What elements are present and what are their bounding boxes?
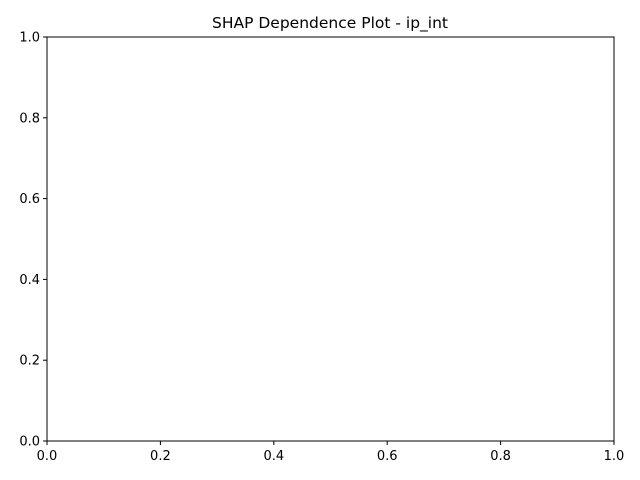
y-axis: 0.0 0.2 0.4 0.6 0.8 1.0 — [19, 31, 47, 450]
x-tick-label: 0.2 — [150, 449, 171, 464]
chart-title: SHAP Dependence Plot - ip_int — [212, 14, 448, 33]
y-tick-label: 0.4 — [19, 273, 40, 288]
x-tick-label: 0.4 — [263, 449, 284, 464]
x-axis: 0.0 0.2 0.4 0.6 0.8 1.0 — [37, 441, 625, 464]
x-tick-label: 0.8 — [490, 449, 511, 464]
y-tick-label: 0.6 — [19, 192, 40, 207]
y-tick-label: 1.0 — [19, 31, 40, 46]
x-tick-label: 1.0 — [604, 449, 625, 464]
x-tick-label: 0.0 — [37, 449, 58, 464]
x-tick-label: 0.6 — [377, 449, 398, 464]
plot-area — [46, 36, 615, 442]
y-tick-label: 0.0 — [19, 435, 40, 450]
y-tick-label: 0.2 — [19, 354, 40, 369]
y-tick-label: 0.8 — [19, 111, 40, 126]
